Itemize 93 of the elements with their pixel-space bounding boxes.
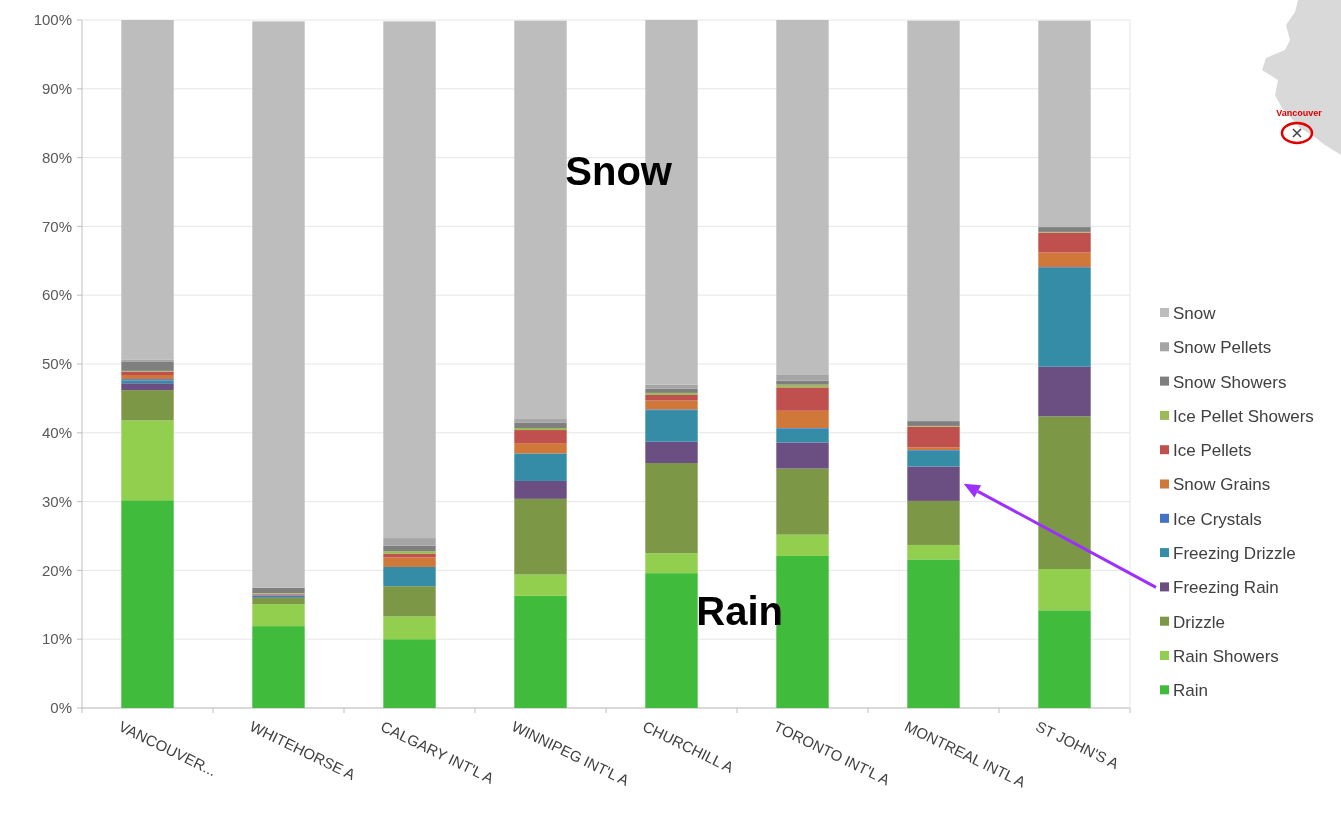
bar xyxy=(776,410,829,428)
bar xyxy=(645,553,698,574)
bar xyxy=(907,466,960,501)
bar xyxy=(121,375,174,380)
bar xyxy=(383,616,436,640)
y-tick-label: 0% xyxy=(50,699,72,717)
bar xyxy=(252,626,305,708)
bar xyxy=(252,21,305,588)
bar xyxy=(121,500,174,708)
bar xyxy=(645,573,698,708)
bar xyxy=(121,383,174,391)
legend-label: Snow Pellets xyxy=(1173,338,1272,358)
bar xyxy=(907,20,960,422)
legend-label: Ice Pellets xyxy=(1173,441,1252,461)
bar xyxy=(514,422,567,428)
bar xyxy=(1038,267,1091,367)
bar xyxy=(383,586,436,617)
bar xyxy=(776,374,829,381)
bar xyxy=(383,545,436,552)
bar xyxy=(776,468,829,535)
legend-label: Ice Crystals xyxy=(1173,509,1262,529)
bar xyxy=(776,534,829,556)
bar xyxy=(907,500,960,545)
bar xyxy=(121,359,174,362)
bar xyxy=(776,20,829,375)
bar xyxy=(645,394,698,401)
y-tick-label: 40% xyxy=(41,424,72,442)
bar xyxy=(1038,232,1091,253)
bar xyxy=(121,390,174,421)
y-tick-label: 70% xyxy=(41,217,72,235)
bar xyxy=(907,421,960,426)
y-tick-label: 80% xyxy=(41,148,72,166)
y-tick-label: 90% xyxy=(41,80,72,98)
bar xyxy=(252,604,305,627)
legend-label: Drizzle xyxy=(1173,612,1225,632)
legend-label: Snow xyxy=(1173,303,1217,323)
bar xyxy=(514,480,567,499)
bar xyxy=(907,544,960,560)
bar xyxy=(1038,610,1091,708)
legend-label: Snow Showers xyxy=(1173,372,1287,392)
bar xyxy=(907,450,960,467)
legend-label: Freezing Drizzle xyxy=(1173,544,1296,564)
bar xyxy=(1038,20,1091,228)
bar xyxy=(776,380,829,385)
bar xyxy=(1038,416,1091,570)
bar xyxy=(252,597,305,605)
bar xyxy=(907,426,960,448)
bar xyxy=(514,498,567,575)
bar xyxy=(776,428,829,443)
bar xyxy=(514,443,567,454)
y-tick-label: 100% xyxy=(33,11,72,29)
bar xyxy=(645,392,698,395)
legend-label: Ice Pellet Showers xyxy=(1173,406,1314,426)
bar xyxy=(383,566,436,587)
bar xyxy=(645,463,698,554)
bar xyxy=(1038,366,1091,417)
y-tick-label: 60% xyxy=(41,286,72,304)
legend-label: Snow Grains xyxy=(1173,475,1271,495)
bar xyxy=(383,639,436,708)
bar xyxy=(1038,252,1091,267)
bar xyxy=(121,361,174,371)
bar xyxy=(514,453,567,481)
bar xyxy=(645,410,698,442)
bar xyxy=(645,441,698,464)
y-tick-label: 10% xyxy=(41,630,72,648)
y-tick-label: 30% xyxy=(41,492,72,510)
bar xyxy=(776,387,829,411)
bar xyxy=(514,574,567,596)
legend-label: Freezing Rain xyxy=(1173,578,1279,598)
legend-label: Rain Showers xyxy=(1173,646,1279,666)
bar xyxy=(383,21,436,539)
text: Vancouver xyxy=(1276,108,1323,118)
bar xyxy=(776,442,829,469)
bar xyxy=(1038,569,1091,611)
bar xyxy=(383,538,436,546)
bar xyxy=(645,384,698,389)
bar xyxy=(1038,227,1091,232)
bar xyxy=(121,420,174,501)
bar xyxy=(514,595,567,708)
annotation: Snow xyxy=(565,149,673,194)
bar xyxy=(514,20,567,420)
bar xyxy=(645,388,698,393)
y-tick-label: 20% xyxy=(41,561,72,579)
bar xyxy=(121,20,174,360)
bar xyxy=(645,400,698,410)
bar xyxy=(252,587,305,594)
legend-label: Rain xyxy=(1173,681,1208,701)
y-tick-label: 50% xyxy=(41,355,72,373)
bar xyxy=(907,559,960,708)
bar xyxy=(383,551,436,554)
bar xyxy=(514,427,567,431)
bar xyxy=(383,557,436,567)
bar xyxy=(514,430,567,444)
